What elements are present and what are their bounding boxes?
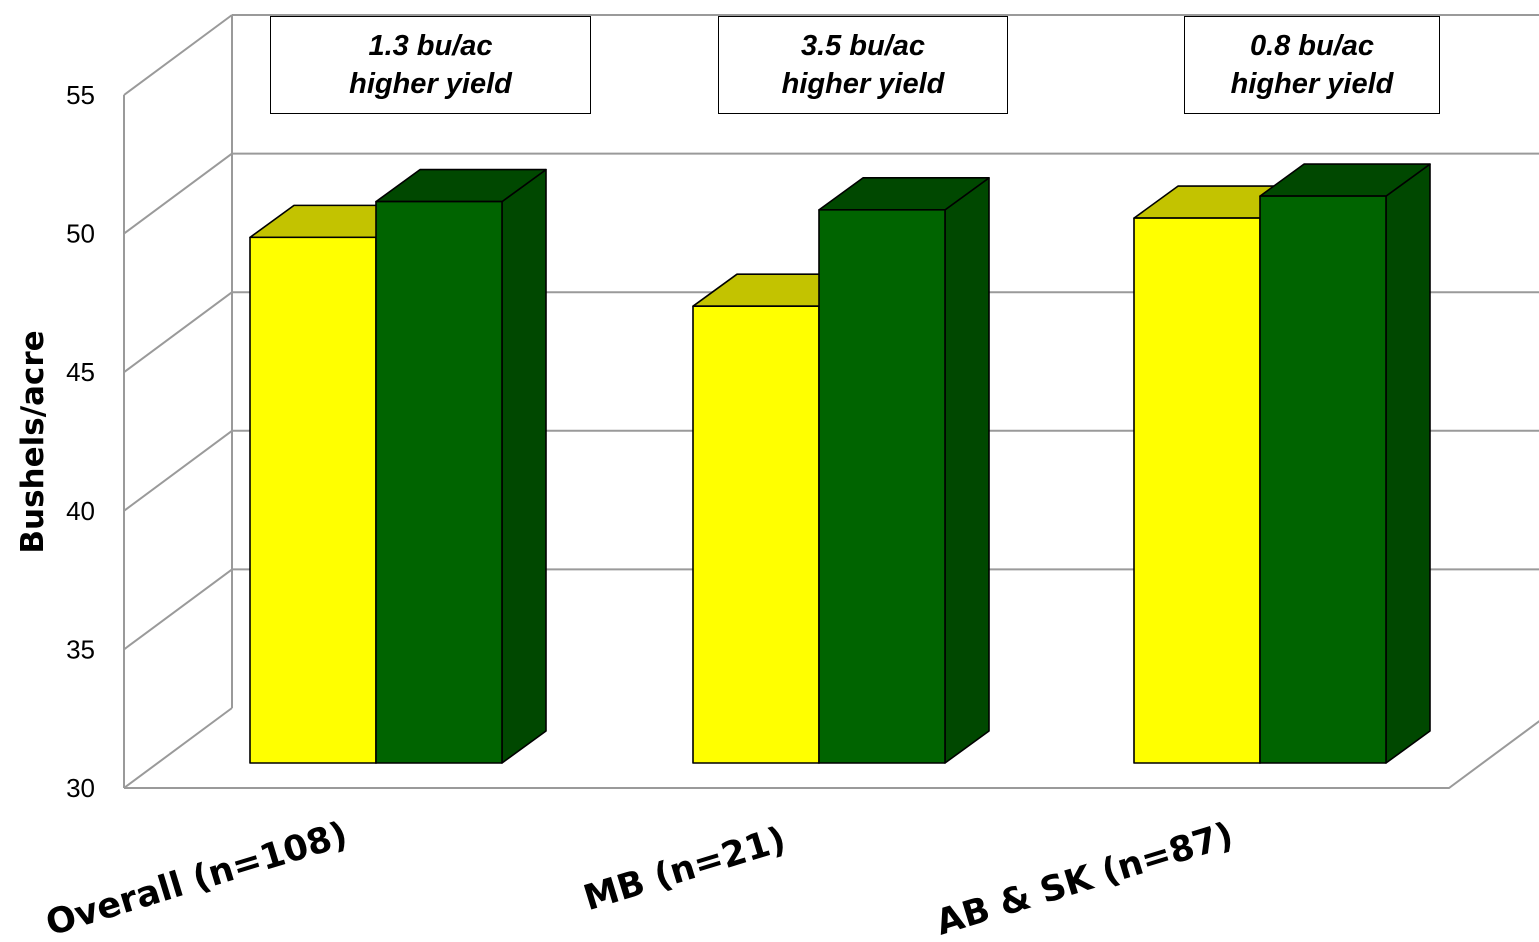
bars — [249, 163, 1431, 764]
side-wall-gridline — [123, 291, 233, 374]
bar-front — [375, 200, 503, 764]
y-tick-label: 50 — [66, 219, 95, 249]
floor-edge — [124, 720, 1539, 789]
annotation-box: 1.3 bu/ac higher yield — [270, 16, 591, 114]
y-tick-label: 35 — [66, 634, 95, 664]
bar-front — [818, 209, 946, 764]
bar-front — [1133, 217, 1261, 764]
x-category-label: MB (n=21) — [579, 820, 790, 919]
side-wall-gridline — [123, 429, 233, 512]
bar-side — [501, 168, 547, 764]
y-tick-label: 45 — [66, 357, 95, 387]
bar-side — [1385, 163, 1431, 764]
bar-side — [944, 177, 990, 764]
bar-front — [1259, 195, 1387, 764]
y-tick-label: 40 — [66, 496, 95, 526]
side-wall-gridline — [123, 152, 233, 235]
side-wall-gridline — [123, 707, 233, 789]
annotation-line-2: higher yield — [1230, 68, 1394, 100]
annotation-line-2: higher yield — [781, 68, 945, 100]
category-labels: Overall (n=108) MB (n=21) AB & SK (n=87) — [41, 815, 1238, 942]
annotation-box: 3.5 bu/ac higher yield — [718, 16, 1008, 114]
annotation-line-1: 3.5 bu/ac — [800, 30, 926, 62]
y-axis-label: Bushels/acre — [15, 330, 51, 553]
annotation-line-1: 1.3 bu/ac — [368, 30, 493, 62]
bar-front — [249, 236, 377, 764]
x-category-label: AB & SK (n=87) — [932, 815, 1238, 942]
annotation-line-1: 0.8 bu/ac — [1249, 30, 1375, 62]
bar-1-series-1 — [818, 177, 990, 764]
bar-front — [692, 305, 820, 764]
y-tick-label: 55 — [66, 80, 95, 110]
bar-0-series-1 — [375, 168, 547, 764]
y-axis-ticks: 30 35 40 45 50 55 — [66, 80, 95, 803]
bar-2-series-1 — [1259, 163, 1431, 764]
y-tick-label: 30 — [66, 773, 95, 803]
side-wall-gridline — [123, 568, 233, 651]
annotation-line-2: higher yield — [349, 68, 512, 100]
side-wall-gridline — [123, 14, 233, 96]
annotation-box: 0.8 bu/ac higher yield — [1184, 16, 1440, 114]
x-category-label: Overall (n=108) — [41, 815, 352, 942]
